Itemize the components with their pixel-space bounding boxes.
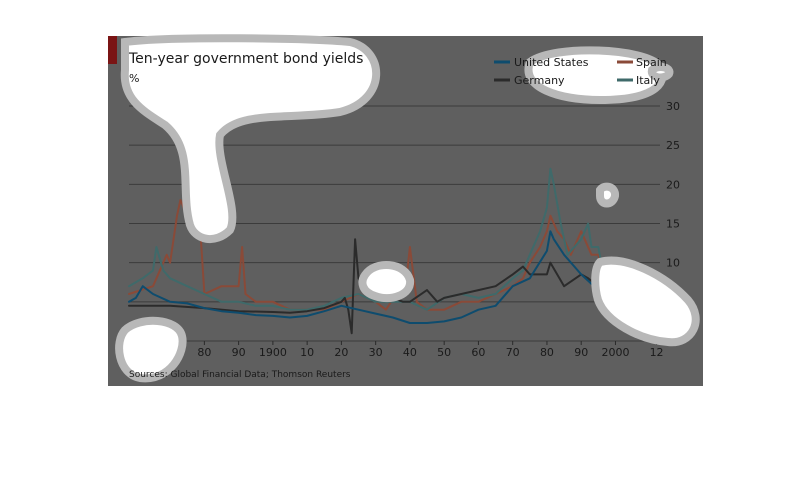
- x-tick-label-1880: 80: [197, 346, 211, 359]
- legend-label-spain: Spain: [636, 56, 667, 69]
- y-tick-label-15: 15: [666, 218, 680, 231]
- overlay-blob-legend-dot: [647, 63, 674, 82]
- white-overlay-shapes: [115, 34, 700, 383]
- overlay-blob-1930s: [358, 261, 414, 303]
- overlay-blob-left: [115, 316, 187, 383]
- overlay-blob-right: [591, 256, 700, 347]
- y-tick-label-25: 25: [666, 139, 680, 152]
- x-tick-label-1970: 70: [506, 346, 520, 359]
- x-tick-label-1900: 1900: [259, 346, 287, 359]
- unit-label: %: [129, 72, 139, 85]
- legend-label-germany: Germany: [514, 74, 565, 87]
- legend-label-italy: Italy: [636, 74, 660, 87]
- source-note: Sources: Global Financial Data; Thomson …: [129, 370, 351, 380]
- y-tick-label-20: 20: [666, 178, 680, 191]
- x-tick-label-1910: 10: [300, 346, 314, 359]
- y-tick-label-30: 30: [666, 100, 680, 113]
- x-tick-label-1920: 20: [334, 346, 348, 359]
- y-axis-ticks: 051015202530: [666, 100, 680, 348]
- legend: United States Spain Germany Italy: [494, 56, 667, 87]
- x-tick-label-2012: 12: [650, 346, 664, 359]
- x-tick-label-1930: 30: [369, 346, 383, 359]
- legend-label-united-states: United States: [514, 56, 589, 69]
- overlay-blob-title: [120, 34, 381, 243]
- x-tick-label-1940: 40: [403, 346, 417, 359]
- x-tick-label-1950: 50: [437, 346, 451, 359]
- x-tick-label-1960: 60: [471, 346, 485, 359]
- x-tick-label-1890: 90: [232, 346, 246, 359]
- accent-bar: [108, 36, 117, 64]
- chart-title: Ten-year government bond yields: [128, 51, 363, 67]
- overlay-blob-dot: [596, 182, 619, 208]
- x-tick-label-1980: 80: [540, 346, 554, 359]
- y-tick-label-10: 10: [666, 257, 680, 270]
- x-tick-label-1990: 90: [574, 346, 588, 359]
- x-axis-ticks: 18607080901900102030405060708090200012: [122, 341, 664, 359]
- series-line-italy: [128, 167, 658, 315]
- x-tick-label-2000: 2000: [601, 346, 629, 359]
